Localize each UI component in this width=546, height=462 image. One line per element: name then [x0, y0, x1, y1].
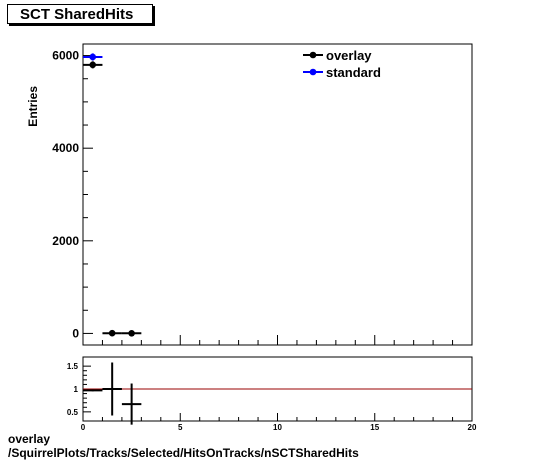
ratio-x-tick-label: 0 [81, 423, 86, 432]
ratio-y-tick-label: 0.5 [67, 408, 79, 417]
ratio-y-tick-label: 1.5 [67, 362, 79, 371]
data-point-overlay [89, 61, 97, 69]
legend-marker [309, 51, 317, 59]
ratio-x-tick-label: 5 [178, 423, 183, 432]
ratio-x-tick-label: 20 [468, 423, 477, 432]
legend-marker [309, 68, 317, 76]
data-point-overlay [108, 329, 116, 337]
data-point-overlay [128, 329, 135, 337]
y-axis-label: Entries [26, 86, 40, 127]
legend-label-standard: standard [326, 65, 381, 80]
ratio-y-tick-label: 1 [74, 385, 79, 394]
y-tick-label: 2000 [52, 234, 79, 248]
legend-label-overlay: overlay [326, 48, 372, 63]
ratio-x-tick-label: 10 [273, 423, 282, 432]
y-tick-label: 4000 [52, 141, 79, 155]
data-point-standard [89, 53, 97, 61]
main-plot-frame [82, 43, 473, 346]
chart-title: SCT SharedHits [7, 4, 153, 24]
ratio-x-tick-label: 15 [370, 423, 379, 432]
y-tick-label: 6000 [52, 49, 79, 63]
footer-path: /SquirrelPlots/Tracks/Selected/HitsOnTra… [8, 446, 359, 460]
y-tick-label: 0 [72, 326, 79, 340]
footer-label: overlay [8, 432, 51, 446]
